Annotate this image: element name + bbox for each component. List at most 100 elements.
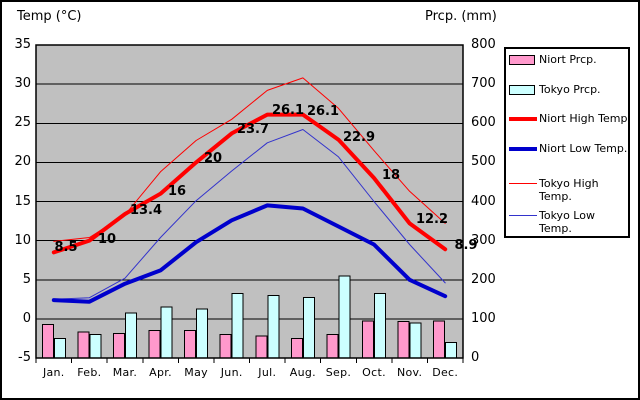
data-label: 26.1 — [271, 103, 305, 118]
legend-line-icon — [509, 183, 537, 184]
x-axis-label: Jul. — [258, 366, 277, 379]
x-axis-label: Jun. — [220, 366, 243, 379]
legend-item-niort-low-temp-: Niort Low Temp. — [509, 142, 627, 155]
legend-label-line: Tokyo High — [539, 177, 599, 190]
left-axis-tick: 25 — [14, 115, 31, 131]
left-axis-tick: 10 — [14, 232, 31, 248]
left-axis-title: Temp (°C) — [17, 9, 82, 24]
legend-item-niort-prcp-: Niort Prcp. — [509, 53, 597, 66]
bar-tokyo-prcp- — [409, 322, 422, 359]
bar-niort-prcp- — [433, 320, 446, 359]
legend-label-line: Tokyo Prcp. — [539, 83, 601, 96]
right-axis-title: Prcp. (mm) — [425, 9, 497, 24]
x-axis-label: Mar. — [112, 366, 138, 379]
right-axis-tick: 100 — [471, 310, 496, 326]
data-label: 8.5 — [54, 240, 78, 255]
legend-item-tokyo-prcp-: Tokyo Prcp. — [509, 83, 601, 96]
data-label: 26.1 — [306, 104, 340, 119]
x-axis-label: Sep. — [325, 366, 352, 379]
left-axis-tick: 0 — [22, 310, 31, 326]
data-label: 18 — [381, 168, 401, 183]
left-axis-tick: 30 — [14, 76, 31, 92]
x-axis-label: Dec. — [432, 366, 459, 379]
legend-label-line: Niort Prcp. — [539, 53, 597, 66]
data-label: 23.7 — [236, 122, 270, 137]
bar-tokyo-prcp- — [53, 337, 66, 359]
legend-swatch-icon — [509, 54, 535, 65]
data-label: 16 — [167, 184, 187, 199]
right-axis-tick: 500 — [471, 154, 496, 170]
bar-tokyo-prcp- — [374, 292, 386, 359]
bar-tokyo-prcp- — [231, 292, 244, 359]
left-axis-tick: 35 — [14, 37, 31, 52]
legend-label-line: Temp. — [539, 222, 572, 235]
plot-border — [35, 44, 464, 359]
bar-tokyo-prcp- — [267, 294, 280, 359]
legend-label: Niort High Temp. — [539, 112, 631, 125]
right-axis-tick: 400 — [471, 193, 496, 209]
data-label: 22.9 — [342, 130, 376, 145]
bar-tokyo-prcp- — [89, 334, 102, 359]
bar-niort-prcp- — [290, 337, 303, 359]
bar-tokyo-prcp- — [125, 312, 137, 359]
bar-tokyo-prcp- — [160, 306, 173, 359]
right-axis-tick: 200 — [471, 271, 496, 287]
data-label: 8.9 — [454, 238, 478, 253]
line-tokyo-low-temp- — [53, 129, 446, 300]
right-axis-tick: 700 — [471, 76, 496, 92]
bar-niort-prcp- — [255, 335, 268, 359]
bar-tokyo-prcp- — [445, 341, 458, 359]
right-axis-tick: 600 — [471, 115, 496, 131]
legend-label: Tokyo High Temp. — [539, 177, 599, 203]
legend-label: Tokyo Prcp. — [539, 83, 601, 96]
x-axis-label: May — [184, 366, 208, 379]
bar-niort-prcp- — [77, 331, 90, 359]
legend-item-tokyo-low-temp-: Tokyo Low Temp. — [509, 209, 595, 235]
legend-swatch-icon — [509, 84, 535, 95]
right-axis-tick: 300 — [471, 232, 496, 248]
line-niort-low-temp- — [51, 203, 448, 304]
chart-legend: Niort Prcp. Tokyo Prcp. Niort High Temp. Ni… — [504, 47, 631, 238]
bar-niort-prcp- — [148, 330, 161, 359]
line-niort-high-temp- — [51, 112, 448, 255]
x-axis-label: Aug. — [289, 366, 316, 379]
x-axis-label: Feb. — [77, 366, 102, 379]
bar-niort-prcp- — [184, 330, 197, 359]
legend-label-line: Niort Low Temp. — [539, 142, 628, 155]
legend-label-line: Tokyo Low — [539, 209, 595, 222]
legend-label: Niort Low Temp. — [539, 142, 627, 155]
legend-label-line: Niort High Temp. — [539, 112, 631, 125]
data-label: 20 — [203, 151, 223, 166]
data-label: 13.4 — [129, 203, 163, 218]
legend-label: Niort Prcp. — [539, 53, 597, 66]
right-axis-tick: 0 — [471, 350, 480, 365]
bar-niort-prcp- — [219, 334, 232, 359]
bar-niort-prcp- — [326, 334, 339, 359]
bar-niort-prcp- — [41, 324, 54, 359]
legend-item-niort-high-temp-: Niort High Temp. — [509, 112, 631, 125]
bar-tokyo-prcp- — [196, 308, 209, 359]
bar-niort-prcp- — [113, 332, 125, 359]
right-axis-tick: 800 — [471, 37, 496, 52]
x-axis-label: Oct. — [362, 366, 386, 379]
bar-niort-prcp- — [397, 321, 410, 359]
legend-item-tokyo-high-temp-: Tokyo High Temp. — [509, 177, 599, 203]
data-label: 12.2 — [415, 212, 449, 227]
legend-line-icon — [509, 116, 537, 121]
x-axis-label: Nov. — [396, 366, 423, 379]
x-axis-label: Apr. — [149, 366, 172, 379]
legend-line-icon — [509, 215, 537, 216]
legend-line-icon — [509, 146, 537, 151]
left-axis-tick: 20 — [14, 154, 31, 170]
legend-label-line: Temp. — [539, 190, 572, 203]
left-axis-tick: -5 — [18, 350, 31, 365]
left-axis-tick: 15 — [14, 193, 31, 209]
bar-tokyo-prcp- — [302, 296, 315, 359]
left-axis-tick: 5 — [22, 271, 31, 287]
data-label: 10 — [97, 232, 117, 247]
x-axis-label: Jan. — [42, 366, 65, 379]
legend-label: Tokyo Low Temp. — [539, 209, 595, 235]
bar-niort-prcp- — [362, 320, 374, 359]
